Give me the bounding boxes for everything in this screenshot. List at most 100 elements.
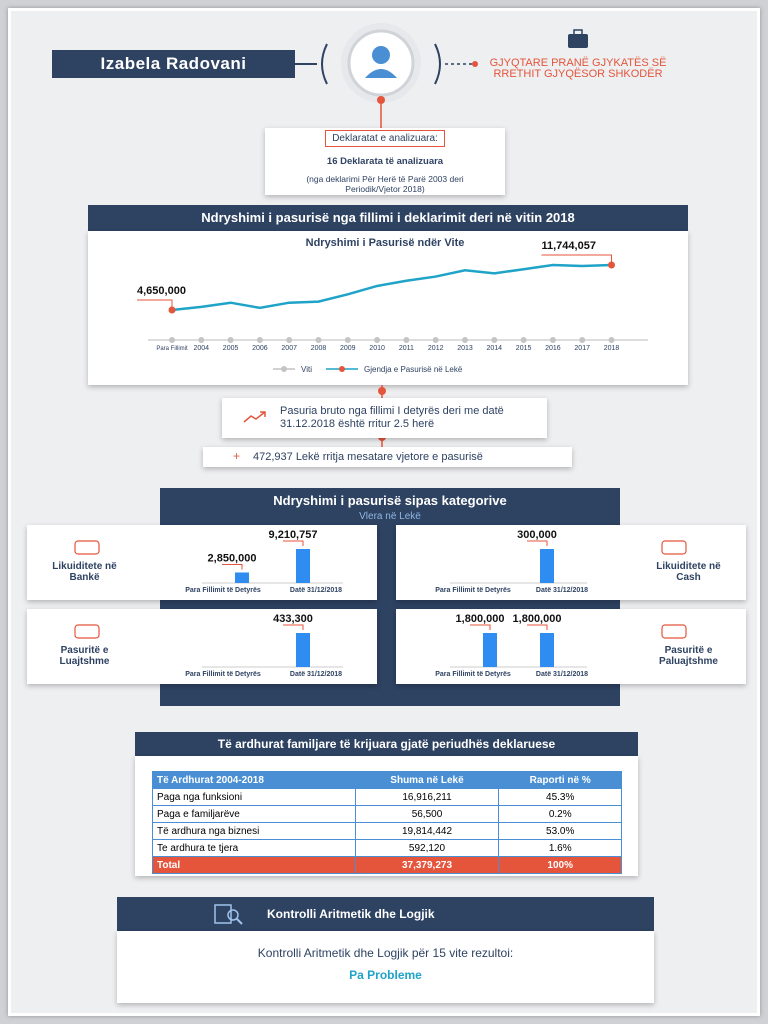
x-tick-label: 2007 [281,345,297,352]
check-icon [214,904,243,925]
income-table: Të Ardhurat 2004-2018 Shuma në Lekë Raport… [152,771,622,874]
x-tick-label: 2011 [399,345,414,352]
icon-shape [661,540,687,555]
value-label: 433,300 [273,613,313,625]
total-cell: 37,379,273 [354,856,500,874]
chart-title: Ndryshimi i Pasurisë ndër Vite [306,237,465,249]
check-body: Kontrolli Aritmetik dhe Logjik për 15 vi… [117,931,654,1003]
header-cell: Raporti në % [498,771,622,789]
bar-chart: Para Fillimit të Detyrës Datë 31/12/2018 4… [185,613,343,678]
x-tick-dot [608,337,615,343]
x-tick-label: Para Fillimit të Detyrës [435,671,511,678]
data-line [171,263,612,312]
label-leader [527,624,548,630]
category-label: Pasuritë e Paluajtshme [659,645,718,667]
table-row: Te ardhura te tjera 592,120 1.6% [152,839,622,857]
table-cell: Paga e familjarëve [152,805,356,823]
growth-box: Pasuria bruto nga fillimi I detyrës deri… [222,398,547,438]
table-cell: 592,120 [354,839,500,857]
category-title: Ndryshimi i pasurisë sipas kategorive [273,493,507,508]
bar-chart: Para Fillimit të Detyrës Datë 31/12/2018 3… [435,529,588,594]
x-tick-dot [286,337,293,343]
x-tick-dot [227,337,234,343]
annual-text: 472,937 Lekë rritja mesatare vjetore e p… [253,451,483,463]
table-row: Të ardhura nga biznesi 19,814,442 53.0% [152,822,622,840]
plus-icon: + [233,449,241,463]
label-leader [137,299,173,310]
bar [235,572,249,583]
growth-icon [243,411,266,423]
x-tick-dot [432,337,439,343]
label-leader [527,540,548,546]
x-tick-dot [169,337,175,343]
x-tick-label: 2014 [487,345,503,352]
x-tick-dot [579,337,586,343]
table-cell: 16,916,211 [354,788,500,806]
value-label: 11,744,057 [542,240,596,252]
category-card: Likuiditete në Bankë Para Fillimit të Det… [27,525,377,600]
bar [296,549,310,583]
x-tick-dot [256,337,263,343]
header-graphic [295,23,588,130]
x-tick-label: Datë 31/12/2018 [290,587,342,594]
table-cell: 0.2% [498,805,622,823]
category-card: Pasuritë e Luajtshme Para Fillimit të Det… [27,609,377,684]
declarations-note: (nga deklarimi Për Herë të Parë 2003 der… [306,174,464,194]
x-tick-label: 2013 [457,345,473,352]
legend-label: Gjendja e Pasurisë në Lekë [364,365,463,374]
value-label: 9,210,757 [269,529,318,541]
category-label: Likuiditete në Cash [656,561,721,583]
value-label: 1,800,000 [513,613,562,625]
x-tick-dot [198,337,205,343]
bar-chart: Para Fillimit të Detyrës 2,850,000 Datë 31… [185,529,343,594]
bar [540,633,554,667]
header-cell: Të Ardhurat 2004-2018 [152,771,356,789]
category-subtitle: Vlera në Lekë [359,511,421,522]
x-tick-label: Datë 31/12/2018 [290,671,342,678]
x-tick-label: 2006 [252,345,268,352]
category-icon [74,624,100,639]
table-cell: 1.6% [498,839,622,857]
person-name: Izabela Radovani [52,50,295,78]
category-card: Pasuritë e Paluajtshme Para Fillimit të D… [396,609,746,684]
check-title: Kontrolli Aritmetik dhe Logjik [267,907,435,921]
table-row: Paga nga funksioni 16,916,211 45.3% [152,788,622,806]
x-tick-label: Para Fillimit të Detyrës [185,671,261,678]
x-tick-dot [549,337,556,343]
x-tick-label: 2012 [428,345,444,352]
growth-text: Pasuria bruto nga fillimi I detyrës deri… [280,405,504,430]
x-tick-dot [403,337,410,343]
declarations-box: Deklaratat e analizuara: 16 Deklarata të… [265,128,505,195]
x-tick-label: 2004 [194,345,210,352]
icon-shape [74,540,100,555]
x-tick-label: 2008 [311,345,327,352]
label-leader [283,624,304,630]
section-title: Ndryshimi i pasurisë nga fillimi i dekla… [88,205,688,231]
value-label: 300,000 [517,529,557,541]
label-leader [541,254,612,265]
value-label: 2,850,000 [208,552,257,564]
x-tick-dot [344,337,351,343]
table-cell: Paga nga funksioni [152,788,356,806]
x-tick-label: Datë 31/12/2018 [536,671,588,678]
declarations-count: 16 Deklarata të analizuara [326,156,444,167]
position: GJYQTARE PRANË GJYKATËS SË RRETHIT GJYQË… [489,57,667,80]
x-tick-dot [491,337,498,343]
legend-label: Viti [301,365,312,374]
total-row: Total 37,379,273 100% [152,856,622,874]
x-tick-label: 2005 [223,345,239,352]
value-label: 4,650,000 [137,285,186,297]
table-cell: Te ardhura te tjera [152,839,356,857]
x-tick-dot [520,337,527,343]
table-cell: 19,814,442 [354,822,500,840]
bar [483,633,497,667]
table-row: Paga e familjarëve 56,500 0.2% [152,805,622,823]
check-text: Kontrolli Aritmetik dhe Logjik për 15 vi… [257,946,514,960]
x-tick-dot [315,337,322,343]
x-tick-label: Datë 31/12/2018 [536,587,588,594]
table-cell: 53.0% [498,822,622,840]
declarations-label: Deklaratat e analizuara: [325,130,445,147]
label-leader [283,540,304,546]
income-card: Të Ardhurat 2004-2018 Shuma në Lekë Raport… [135,756,638,876]
